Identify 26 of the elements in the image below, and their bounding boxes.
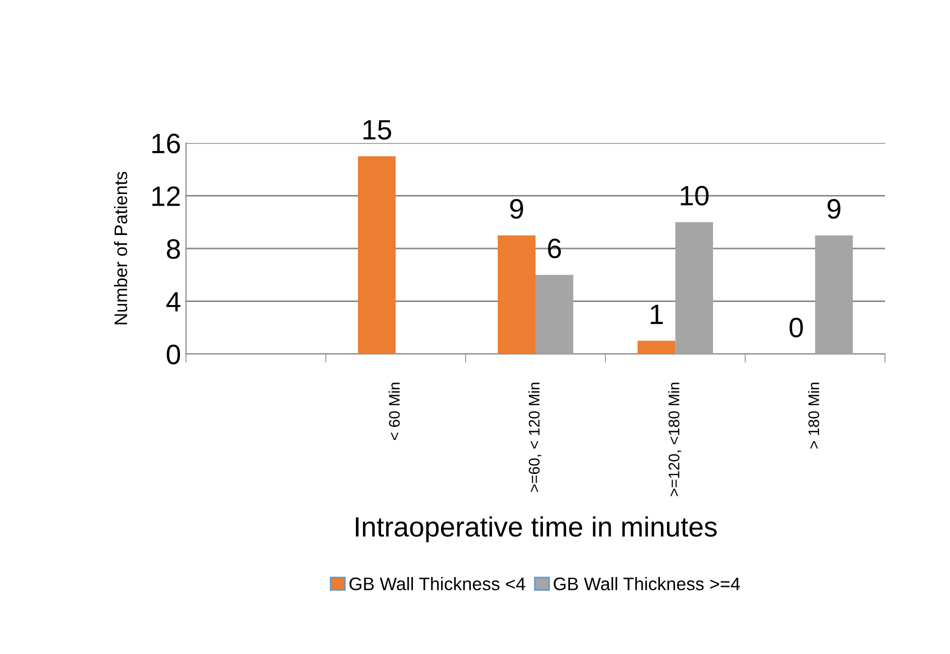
y-axis-title: Number of Patients: [114, 172, 128, 324]
y-tick-label: 12: [152, 186, 180, 206]
x-axis-title: Intraoperative time in minutes: [356, 516, 717, 542]
legend-label: GB Wall Thickness >=4: [554, 577, 740, 590]
legend-label: GB Wall Thickness <4: [350, 577, 526, 590]
bar: [638, 340, 676, 354]
x-tick-label: > 180 Min: [808, 382, 820, 449]
bar: [815, 235, 853, 354]
y-tick-label: 0: [166, 344, 180, 364]
y-tick-label: 8: [166, 239, 180, 259]
bar: [498, 235, 536, 354]
x-tick-label: < 60 Min: [388, 382, 400, 440]
data-label: 1: [650, 304, 663, 324]
data-label: 6: [548, 238, 561, 258]
data-label: 15: [364, 120, 392, 140]
bar: [358, 156, 396, 354]
y-tick-label: 4: [166, 292, 180, 312]
data-label: 9: [828, 199, 840, 219]
data-label: 10: [680, 186, 709, 206]
data-label: 9: [510, 199, 524, 219]
bar: [536, 274, 574, 354]
bar: [675, 222, 714, 354]
x-tick-label: >=60, < 120 Min: [528, 382, 542, 492]
y-tick-label: 16: [152, 134, 180, 154]
data-label: 0: [790, 318, 803, 338]
x-tick-label: >=120, <180 Min: [668, 382, 682, 496]
